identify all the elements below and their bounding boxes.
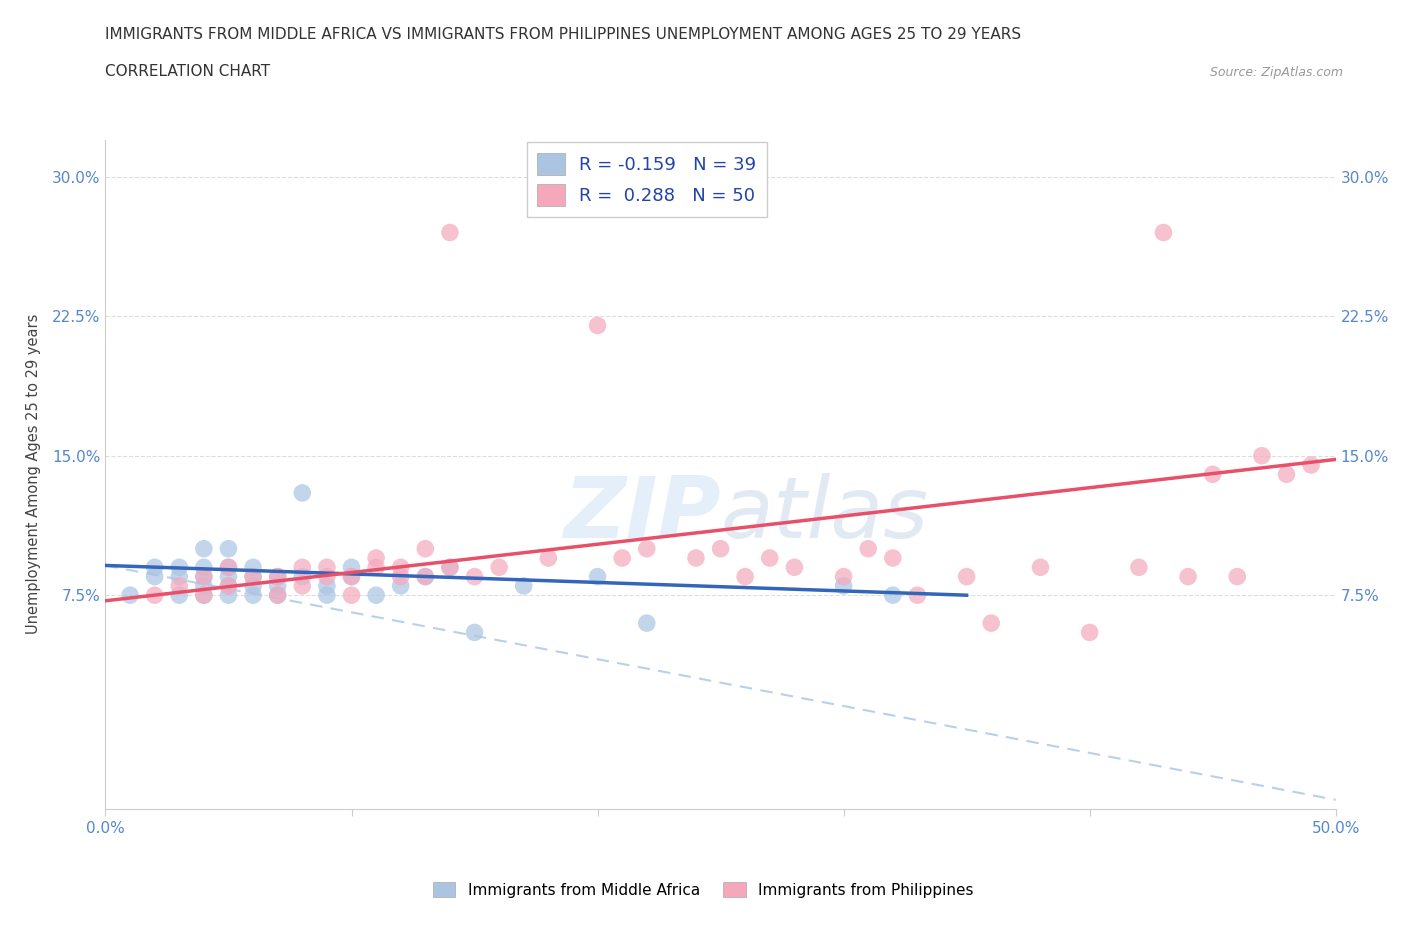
Point — [636, 541, 658, 556]
Point — [169, 578, 191, 593]
Point — [267, 569, 290, 584]
Point — [1177, 569, 1199, 584]
Point — [610, 551, 633, 565]
Point — [1275, 467, 1298, 482]
Point — [315, 560, 337, 575]
Point — [169, 588, 191, 603]
Point — [956, 569, 979, 584]
Point — [882, 588, 904, 603]
Point — [193, 588, 215, 603]
Point — [169, 560, 191, 575]
Point — [218, 578, 240, 593]
Point — [143, 560, 166, 575]
Point — [366, 588, 388, 603]
Point — [1301, 458, 1323, 472]
Point — [218, 560, 240, 575]
Point — [193, 588, 215, 603]
Point — [218, 541, 240, 556]
Point — [513, 578, 536, 593]
Point — [415, 569, 437, 584]
Legend: R = -0.159   N = 39, R =  0.288   N = 50: R = -0.159 N = 39, R = 0.288 N = 50 — [527, 142, 766, 217]
Point — [267, 578, 290, 593]
Point — [291, 485, 314, 500]
Point — [1226, 569, 1249, 584]
Point — [734, 569, 756, 584]
Point — [366, 551, 388, 565]
Point — [832, 578, 855, 593]
Point — [882, 551, 904, 565]
Point — [783, 560, 806, 575]
Point — [143, 588, 166, 603]
Point — [389, 569, 412, 584]
Point — [340, 560, 363, 575]
Point — [759, 551, 782, 565]
Point — [291, 569, 314, 584]
Point — [340, 569, 363, 584]
Point — [464, 569, 486, 584]
Point — [315, 569, 337, 584]
Point — [193, 541, 215, 556]
Point — [415, 541, 437, 556]
Point — [291, 578, 314, 593]
Point — [242, 588, 264, 603]
Point — [464, 625, 486, 640]
Point — [832, 569, 855, 584]
Y-axis label: Unemployment Among Ages 25 to 29 years: Unemployment Among Ages 25 to 29 years — [25, 314, 41, 634]
Point — [1202, 467, 1225, 482]
Point — [980, 616, 1002, 631]
Point — [1078, 625, 1101, 640]
Point — [439, 225, 461, 240]
Point — [193, 578, 215, 593]
Point — [193, 560, 215, 575]
Point — [267, 588, 290, 603]
Point — [907, 588, 929, 603]
Text: Source: ZipAtlas.com: Source: ZipAtlas.com — [1209, 66, 1343, 79]
Point — [193, 569, 215, 584]
Point — [169, 569, 191, 584]
Point — [488, 560, 510, 575]
Point — [242, 560, 264, 575]
Text: atlas: atlas — [721, 473, 928, 556]
Point — [267, 569, 290, 584]
Point — [1128, 560, 1150, 575]
Point — [143, 569, 166, 584]
Point — [218, 569, 240, 584]
Point — [1153, 225, 1175, 240]
Point — [267, 588, 290, 603]
Text: IMMIGRANTS FROM MIDDLE AFRICA VS IMMIGRANTS FROM PHILIPPINES UNEMPLOYMENT AMONG : IMMIGRANTS FROM MIDDLE AFRICA VS IMMIGRA… — [105, 27, 1022, 42]
Point — [636, 616, 658, 631]
Point — [439, 560, 461, 575]
Point — [415, 569, 437, 584]
Point — [291, 560, 314, 575]
Point — [218, 560, 240, 575]
Point — [586, 318, 609, 333]
Point — [366, 560, 388, 575]
Point — [315, 578, 337, 593]
Point — [120, 588, 141, 603]
Point — [439, 560, 461, 575]
Point — [315, 588, 337, 603]
Legend: Immigrants from Middle Africa, Immigrants from Philippines: Immigrants from Middle Africa, Immigrant… — [426, 875, 980, 904]
Point — [218, 578, 240, 593]
Point — [858, 541, 880, 556]
Point — [685, 551, 707, 565]
Text: CORRELATION CHART: CORRELATION CHART — [105, 64, 270, 79]
Point — [586, 569, 609, 584]
Point — [340, 588, 363, 603]
Point — [710, 541, 733, 556]
Point — [1029, 560, 1052, 575]
Point — [537, 551, 560, 565]
Point — [242, 569, 264, 584]
Point — [1251, 448, 1274, 463]
Point — [340, 569, 363, 584]
Point — [218, 588, 240, 603]
Point — [193, 569, 215, 584]
Point — [242, 569, 264, 584]
Point — [242, 578, 264, 593]
Text: ZIP: ZIP — [562, 473, 721, 556]
Point — [389, 578, 412, 593]
Point — [389, 560, 412, 575]
